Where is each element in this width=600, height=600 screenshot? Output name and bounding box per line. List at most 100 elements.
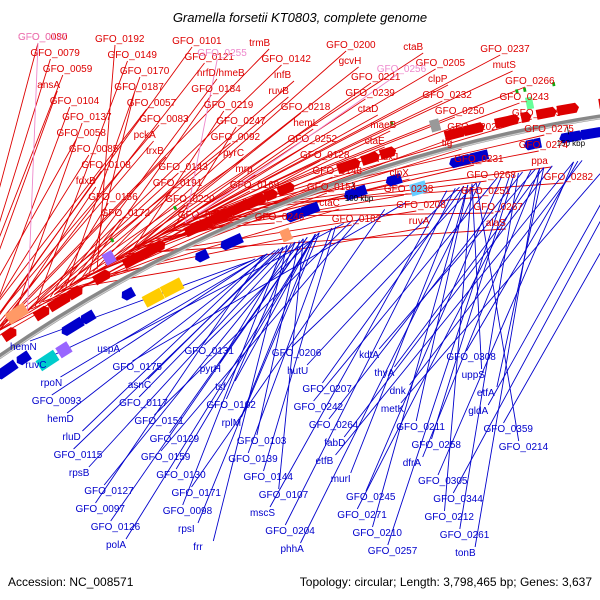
reverse-gene-arrow: [385, 173, 403, 187]
forward-gene-arrow: [556, 102, 580, 116]
map-title: Gramella forsetii KT0803, complete genom…: [173, 10, 427, 25]
gene-label: GFO_0205: [416, 58, 466, 69]
gene-label: ctaD: [358, 104, 379, 115]
leader-line: [147, 248, 280, 380]
leader-line: [57, 78, 218, 293]
gene-label: tig: [442, 138, 453, 149]
gene-label: maeB: [370, 120, 396, 131]
gene-label: nrfD/hmeB: [197, 68, 245, 79]
leader-line: [82, 253, 268, 432]
gene-label: GFO_0098: [163, 506, 213, 517]
gene-label: GFO_0266: [505, 76, 555, 87]
gene-label: GFO_0239: [345, 88, 395, 99]
gene-label: GFO_0265: [512, 108, 562, 119]
leader-line: [247, 227, 333, 454]
reverse-gene-arrow: [523, 139, 535, 151]
gene-label: GFO_0184: [191, 84, 241, 95]
reverse-gene-arrow: [285, 207, 304, 223]
forward-gene-arrow: [140, 239, 166, 260]
reverse-gene-arrow: [578, 127, 600, 140]
leader-line: [343, 165, 553, 438]
leader-line: [60, 253, 268, 378]
gene-label: GFO_0282: [544, 172, 594, 183]
leader-line: [65, 76, 141, 288]
topology-text: Topology: circular; Length: 3,798,465 bp…: [300, 575, 593, 589]
gene-label: GFO_0218: [281, 102, 331, 113]
gene-label: GFO_0231: [454, 154, 504, 165]
reverse-gene-arrow: [467, 149, 490, 164]
leader-line: [409, 160, 583, 386]
gene-label: GFO_0238: [384, 184, 434, 195]
leader-line: [212, 245, 288, 542]
gene-label: GFO_0264: [309, 420, 359, 431]
leader-line: [0, 156, 167, 330]
green-marker: [551, 81, 556, 87]
forward-gene-arrow: [92, 269, 111, 286]
leader-line: [300, 181, 481, 544]
leader-line: [184, 58, 218, 224]
gene-label: GFO_0275: [524, 124, 574, 135]
green-marker: [522, 87, 527, 92]
gene-label: GFO_0305: [418, 476, 468, 487]
gene-label: ctaC: [319, 198, 340, 209]
leader-line: [45, 258, 256, 360]
reverse-gene-arrow: [61, 316, 85, 337]
forward-gene-arrow: [229, 201, 248, 217]
forward-gene-arrow: [242, 193, 267, 211]
reverse-gene-block: [35, 349, 60, 372]
gene-label: GFO_0237: [480, 44, 530, 55]
accession-text: Accession: NC_008571: [8, 575, 134, 589]
gene-label: GFO_0207: [302, 384, 352, 395]
green-marker: [110, 237, 115, 243]
gene-label: mutS: [493, 60, 517, 71]
gene-label: clpX: [390, 168, 410, 179]
forward-gene-arrow: [193, 216, 214, 233]
reverse-gene-block: [408, 180, 428, 197]
reverse-gene-arrow: [80, 309, 97, 325]
gene-label: GFO_0103: [237, 436, 287, 447]
gene-label: pyrC: [223, 148, 244, 159]
reverse-gene-arrow: [299, 201, 321, 217]
reverse-gene-arrow: [449, 153, 472, 169]
gene-label: GFO_0202: [447, 122, 497, 133]
gene-label: ruvA: [409, 216, 430, 227]
gene-label: GFO_0142: [262, 54, 312, 65]
gene-label: GFO_0159: [141, 452, 191, 463]
leader-line: [182, 246, 284, 506]
gene-label: GFO_0149: [108, 50, 158, 61]
gene-label: GFO_0139: [228, 454, 278, 465]
gene-label: kdtA: [359, 350, 379, 361]
gene-label: GFO_0128: [300, 150, 350, 161]
forward-gene-arrow: [443, 126, 467, 142]
leader-line: [0, 106, 71, 296]
reverse-gene-arrow: [195, 248, 210, 263]
gene-label: infB: [274, 70, 292, 81]
leader-line: [117, 223, 345, 344]
leader-line: [284, 188, 456, 526]
gene-label: GFO_0126: [91, 522, 141, 533]
gene-label: GFO_0143: [158, 162, 208, 173]
gene-label: GFO_0171: [172, 488, 222, 499]
leader-line: [0, 138, 77, 277]
reverse-gene-block: [159, 277, 185, 299]
gene-label: GFO_0175: [113, 362, 163, 373]
gene-label: GFO_0208: [396, 200, 446, 211]
green-marker: [173, 205, 178, 211]
gene-label: mscS: [250, 508, 275, 519]
gene-label: GFO_0129: [150, 434, 200, 445]
leader-line: [452, 220, 600, 494]
reverse-leader-lines: [29, 160, 600, 548]
leader-line: [415, 184, 469, 422]
kbp-tick: [352, 182, 356, 190]
leader-line: [322, 185, 465, 384]
forward-gene-arrow: [66, 285, 83, 301]
leader-line: [0, 186, 97, 330]
gene-label: GFO_0187: [114, 82, 164, 93]
forward-gene-arrow: [520, 111, 532, 123]
gene-label: cyoC: [242, 196, 265, 207]
leader-line: [278, 238, 304, 490]
gene-label: clpP: [428, 74, 448, 85]
gene-label: GFO_0258: [412, 440, 462, 451]
gene-label: GFO_0172: [101, 208, 151, 219]
